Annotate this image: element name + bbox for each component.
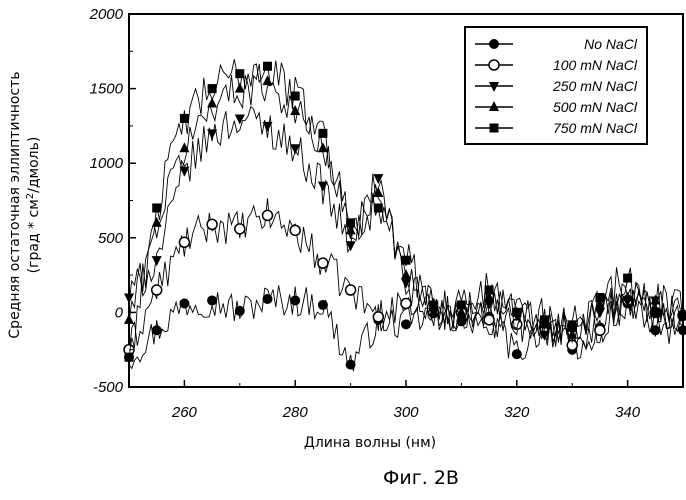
data-point bbox=[402, 256, 411, 265]
data-point bbox=[650, 325, 660, 335]
data-point bbox=[179, 167, 189, 177]
data-point bbox=[125, 353, 134, 362]
data-point bbox=[318, 258, 328, 268]
y-axis-label-line2-pre: (град * см bbox=[26, 199, 42, 273]
data-point bbox=[124, 314, 134, 324]
data-point bbox=[152, 325, 162, 335]
data-point bbox=[346, 360, 356, 370]
data-point bbox=[235, 306, 245, 316]
data-point bbox=[485, 286, 494, 295]
legend-label: 500 mN NaCl bbox=[553, 99, 638, 115]
x-tick-label: 340 bbox=[615, 404, 641, 421]
legend-marker bbox=[489, 60, 499, 70]
data-point bbox=[595, 293, 604, 302]
data-point bbox=[679, 311, 686, 320]
data-point bbox=[401, 298, 411, 308]
data-point bbox=[235, 69, 244, 78]
data-point bbox=[152, 256, 162, 266]
y-tick-label: -500 bbox=[93, 379, 124, 396]
y-tick-label: 2000 bbox=[89, 6, 124, 23]
x-tick-label: 280 bbox=[282, 404, 309, 421]
data-point bbox=[401, 319, 411, 329]
data-point bbox=[263, 75, 273, 85]
data-point bbox=[179, 298, 189, 308]
y-tick-label: 1000 bbox=[90, 155, 124, 172]
data-point bbox=[429, 300, 438, 309]
data-point bbox=[540, 315, 549, 324]
data-point bbox=[207, 219, 217, 229]
y-tick-label: 500 bbox=[98, 230, 124, 247]
data-point bbox=[152, 285, 162, 295]
data-point bbox=[678, 325, 686, 335]
x-tick-label: 300 bbox=[393, 404, 419, 421]
data-point bbox=[263, 294, 273, 304]
data-point bbox=[346, 285, 356, 295]
y-axis-label-line2-post: /дмоль) bbox=[26, 137, 42, 193]
legend-label: 250 mN NaCl bbox=[552, 78, 638, 94]
x-axis-label: Длина волны (нм) bbox=[304, 435, 436, 451]
data-point bbox=[568, 323, 577, 332]
data-point bbox=[290, 295, 300, 305]
data-point bbox=[512, 349, 522, 359]
figure-caption: Фиг. 2B bbox=[383, 467, 459, 489]
data-point bbox=[152, 203, 161, 212]
legend: No NaCl 100 mN NaCl 250 mN NaCl 500 mN NaCl… bbox=[465, 27, 647, 144]
data-point bbox=[263, 210, 273, 220]
data-point bbox=[235, 114, 245, 124]
data-point bbox=[595, 325, 605, 335]
data-point bbox=[346, 218, 355, 227]
y-axis-label-line2: (град * см2/дмоль) bbox=[25, 137, 43, 274]
y-axis-label: Средняя остаточная эллиптичность (град *… bbox=[7, 71, 42, 338]
data-point bbox=[318, 182, 328, 192]
data-point bbox=[291, 92, 300, 101]
data-point bbox=[180, 114, 189, 123]
y-axis-label-line1: Средняя остаточная эллиптичность bbox=[7, 71, 23, 338]
y-tick-label: 0 bbox=[115, 304, 124, 321]
y-tick-label: 1500 bbox=[90, 81, 124, 98]
data-point bbox=[484, 315, 494, 325]
legend-label: 750 mN NaCl bbox=[553, 120, 638, 136]
data-point bbox=[512, 308, 521, 317]
data-point bbox=[290, 225, 300, 235]
data-point bbox=[374, 203, 383, 212]
data-point bbox=[623, 274, 632, 283]
x-tick-label: 320 bbox=[504, 404, 530, 421]
data-point bbox=[318, 300, 328, 310]
legend-label: 100 mN NaCl bbox=[553, 57, 638, 73]
legend-marker bbox=[489, 39, 499, 49]
legend-label: No NaCl bbox=[584, 36, 638, 52]
data-point bbox=[318, 129, 327, 138]
data-point bbox=[235, 224, 245, 234]
data-point bbox=[651, 308, 660, 317]
data-point bbox=[373, 312, 383, 322]
data-point bbox=[208, 84, 217, 93]
data-point bbox=[179, 237, 189, 247]
data-point bbox=[263, 62, 272, 71]
data-point bbox=[457, 300, 466, 309]
x-tick-label: 260 bbox=[171, 404, 198, 421]
legend-marker bbox=[490, 124, 499, 133]
data-point bbox=[207, 295, 217, 305]
